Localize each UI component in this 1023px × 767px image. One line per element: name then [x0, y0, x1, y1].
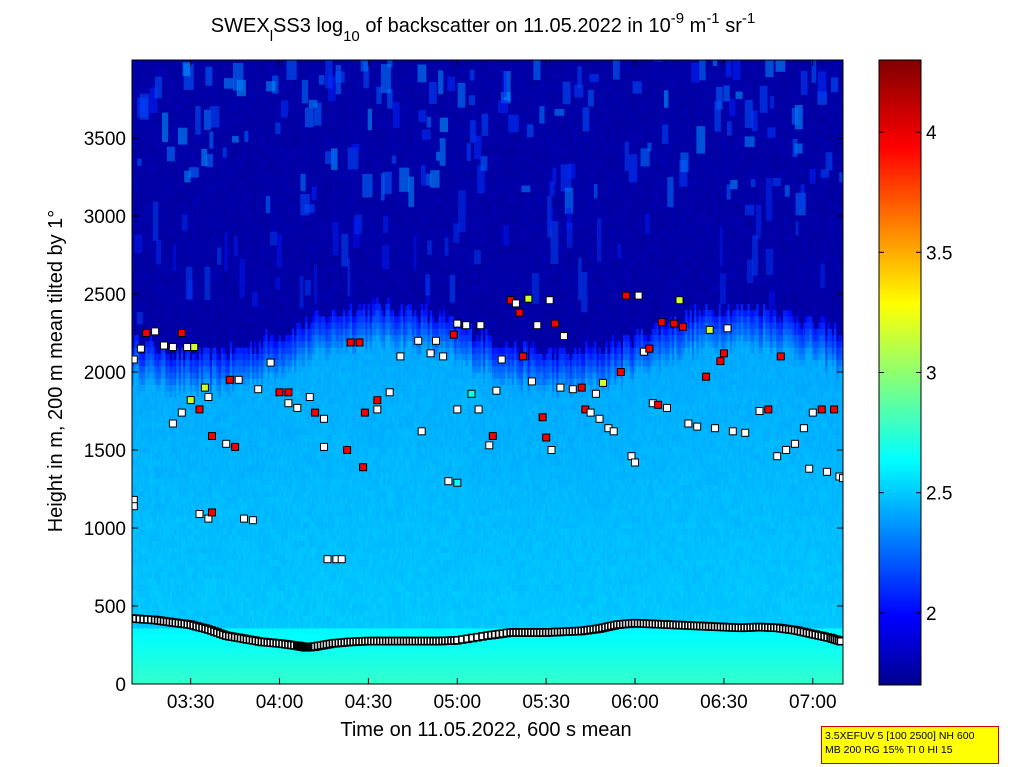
- heatmap-plot-area: [129, 31, 850, 685]
- chart-title: SWEXlSS3 log10 of backscatter on 11.05.2…: [211, 10, 755, 45]
- backscatter-field: [132, 60, 844, 685]
